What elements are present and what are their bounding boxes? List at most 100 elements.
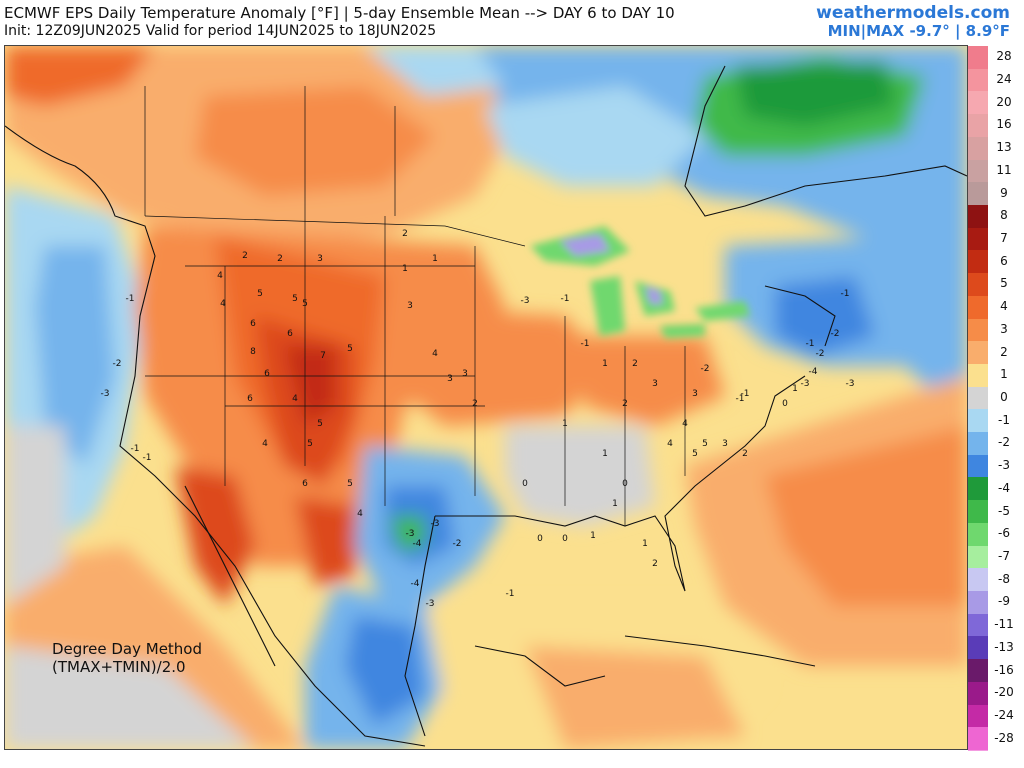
legend-label: 8: [1000, 208, 1008, 223]
legend-label: 16: [996, 117, 1012, 132]
anomaly-value-label: 5: [347, 344, 353, 354]
anomaly-value-label: 5: [257, 289, 263, 299]
anomaly-value-label: 3: [722, 439, 728, 449]
legend-label: 0: [1000, 390, 1008, 404]
anomaly-value-label: 2: [652, 559, 658, 569]
method-line-2: (TMAX+TMIN)/2.0: [52, 658, 186, 676]
legend-label: 2: [1000, 344, 1008, 359]
anomaly-value-label: 5: [692, 449, 698, 459]
anomaly-value-label: 0: [782, 399, 788, 409]
legend-swatch: [968, 250, 988, 275]
legend-label: -13: [994, 639, 1014, 654]
legend-label: -4: [998, 480, 1010, 495]
anomaly-value-label: -3: [101, 389, 110, 399]
anomaly-value-label: 5: [317, 419, 323, 429]
anomaly-value-label: 7: [320, 351, 326, 361]
anomaly-value-label: 1: [602, 449, 608, 459]
legend-label: 9: [1000, 185, 1008, 200]
map-subtitle: Init: 12Z09JUN2025 Valid for period 14JU…: [4, 23, 437, 39]
legend-swatch: [968, 409, 988, 434]
legend-label: 1: [1000, 367, 1008, 382]
anomaly-value-label: -4: [413, 539, 422, 549]
legend-label: 11: [996, 162, 1012, 177]
anomaly-value-label: 1: [792, 384, 798, 394]
coastlines: [5, 65, 967, 747]
anomaly-value-label: -1: [143, 453, 152, 463]
legend-label: -7: [998, 548, 1010, 563]
anomaly-value-label: 4: [292, 394, 298, 404]
legend-label: 13: [996, 140, 1012, 155]
legend-label: -2: [998, 435, 1010, 450]
anomaly-value-label: 2: [632, 359, 638, 369]
legend-swatch: [968, 341, 988, 365]
anomaly-value-label: 0: [537, 534, 543, 544]
anomaly-value-label: 4: [217, 271, 223, 281]
anomaly-value-label: 3: [447, 374, 453, 384]
method-line-1: Degree Day Method: [52, 640, 203, 658]
anomaly-value-label: 1: [590, 531, 596, 541]
legend-label: -16: [994, 662, 1014, 677]
legend-swatch: [968, 545, 988, 570]
legend-swatch: [968, 591, 988, 615]
anomaly-value-label: -1: [806, 339, 815, 349]
anomaly-value-label: 1: [432, 254, 438, 264]
legend-swatch: [968, 704, 988, 729]
legend-swatch: [968, 500, 988, 524]
anomaly-value-label: 2: [277, 254, 283, 264]
anomaly-value-label: 4: [432, 349, 438, 359]
legend-label: 6: [1000, 253, 1008, 268]
legend-swatch: [968, 46, 988, 70]
legend-swatch: [968, 659, 988, 683]
legend-label: -24: [994, 707, 1014, 722]
brand-link[interactable]: weathermodels.com: [816, 3, 1010, 23]
anomaly-value-label: 6: [264, 369, 270, 379]
anomaly-value-label: 5: [347, 479, 353, 489]
legend-swatch: [968, 227, 988, 252]
legend-swatch: [968, 568, 988, 593]
method-note: Degree Day Method (TMAX+TMIN)/2.0: [52, 640, 202, 676]
anomaly-value-label: 5: [292, 294, 298, 304]
anomaly-value-label: 0: [622, 479, 628, 489]
anomaly-value-label: -1: [741, 389, 750, 399]
legend-label: 20: [996, 94, 1012, 109]
legend-swatch: [968, 114, 988, 138]
anomaly-value-label: 4: [357, 509, 363, 519]
anomaly-value-label: 1: [642, 539, 648, 549]
legend-swatch: [968, 681, 988, 706]
anomaly-value-label: 3: [317, 254, 323, 264]
legend-label: 7: [1000, 231, 1008, 246]
anomaly-value-label: 6: [250, 319, 256, 329]
political-borders: [144, 86, 686, 526]
anomaly-value-label: -2: [831, 329, 840, 339]
anomaly-value-label: -2: [816, 349, 825, 359]
min-max-readout: MIN|MAX -9.7° | 8.9°F: [827, 22, 1010, 40]
legend-label: -20: [994, 685, 1014, 700]
anomaly-value-label: 4: [682, 419, 688, 429]
legend-label: -6: [998, 526, 1010, 541]
legend-swatch: [968, 182, 988, 206]
anomaly-value-label: 1: [602, 359, 608, 369]
anomaly-value-label: 5: [307, 439, 313, 449]
legend-label: -9: [998, 594, 1010, 609]
anomaly-value-label: 3: [407, 301, 413, 311]
anomaly-value-label: 6: [287, 329, 293, 339]
anomaly-value-label: 1: [562, 419, 568, 429]
anomaly-value-label: -1: [736, 394, 745, 404]
legend-swatch: [968, 295, 988, 320]
anomaly-value-label: 5: [702, 439, 708, 449]
anomaly-value-label: -3: [406, 529, 415, 539]
anomaly-value-label: -2: [701, 364, 710, 374]
anomaly-value-label: 5: [302, 299, 308, 309]
legend-label: -1: [998, 412, 1010, 427]
legend-swatch: [968, 68, 988, 93]
legend-swatch: [968, 522, 988, 547]
anomaly-value-label: 2: [472, 399, 478, 409]
anomaly-value-label: -3: [846, 379, 855, 389]
anomaly-value-label: -2: [113, 359, 122, 369]
anomaly-value-label: -1: [841, 289, 850, 299]
legend-swatch: [968, 636, 988, 661]
legend-label: 4: [1000, 299, 1008, 314]
legend-swatch: [968, 386, 988, 411]
